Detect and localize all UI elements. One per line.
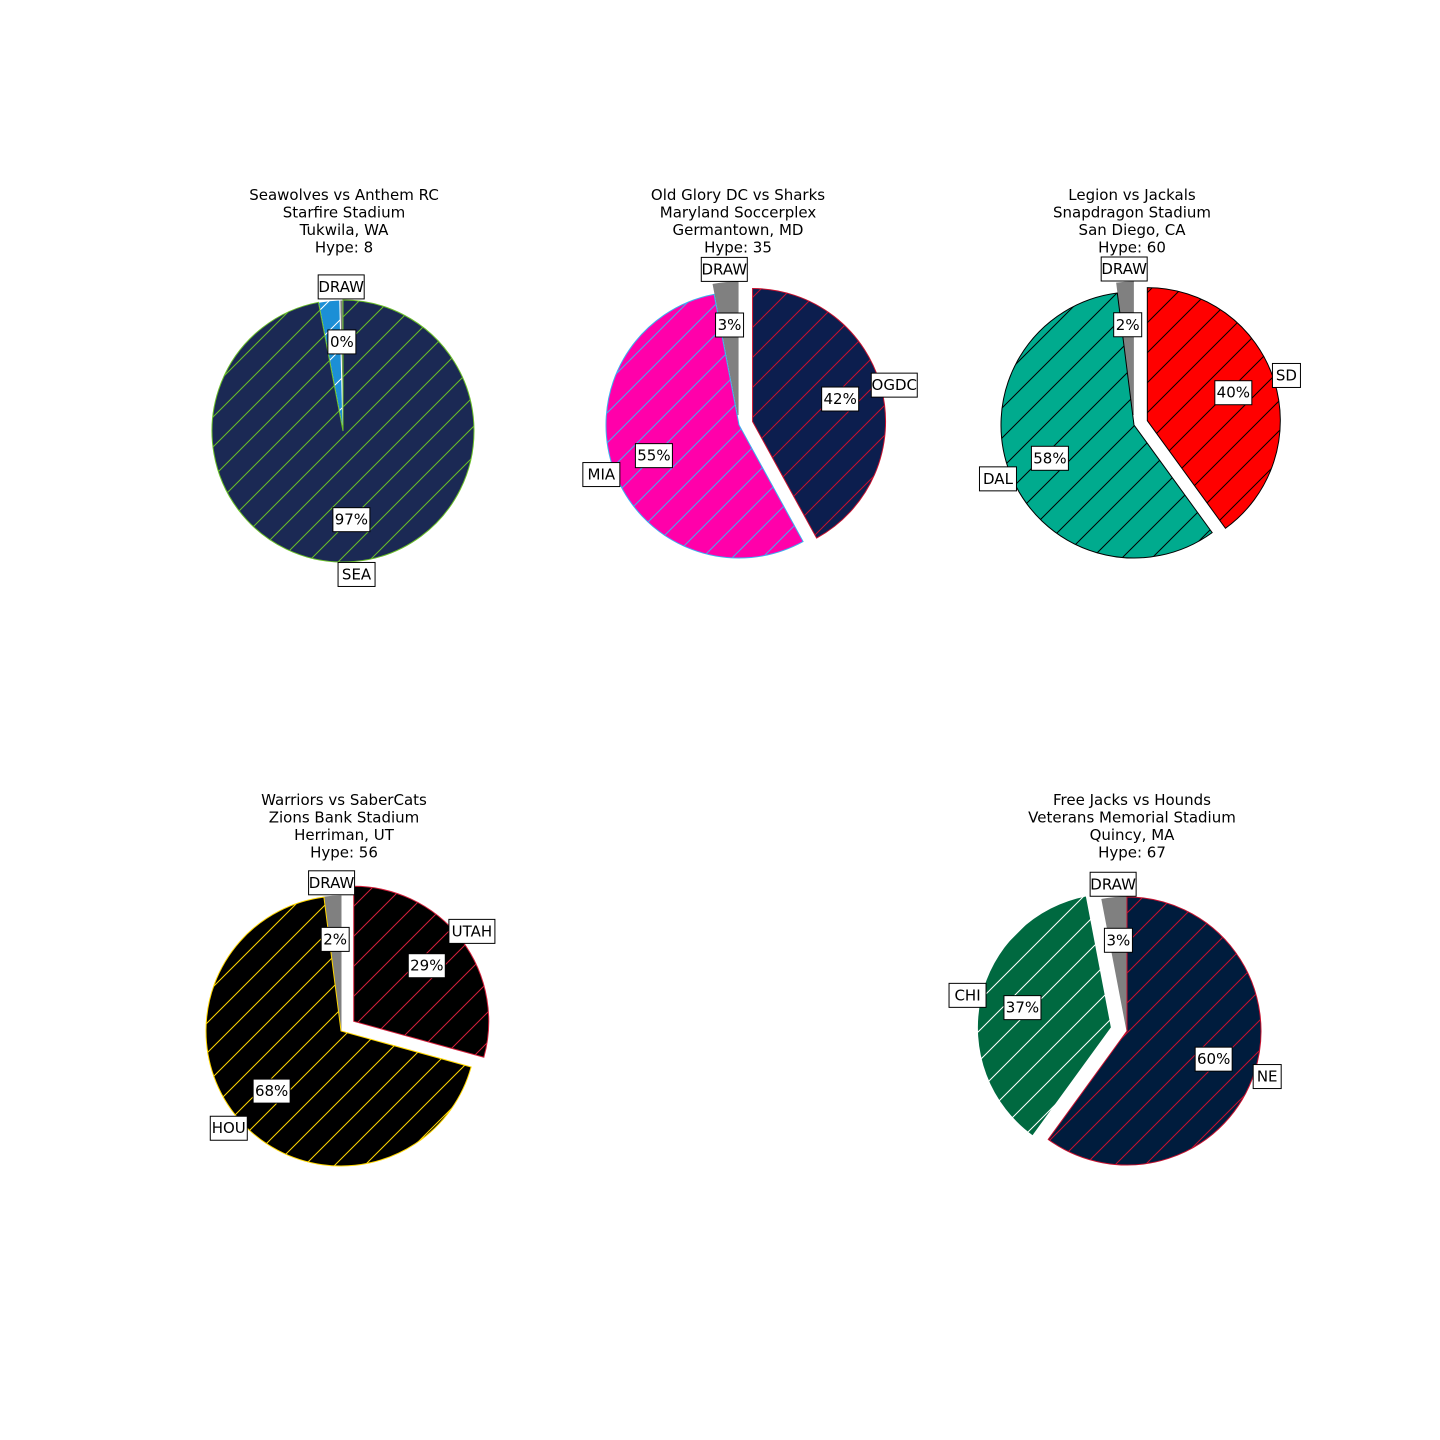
slice-percent-label-box xyxy=(327,329,357,355)
slice-percent-label: 0% xyxy=(330,333,354,351)
slice-percent-label: 2% xyxy=(1116,316,1140,334)
chart-title-line: Starfire Stadium xyxy=(283,204,405,222)
slice-percent-label: 60% xyxy=(1197,1050,1230,1068)
slice-label-draw: DRAW xyxy=(1090,875,1136,893)
slice-percent-label-box xyxy=(634,443,673,469)
slice-percent-label: 3% xyxy=(1107,931,1131,949)
slice-percent-label-box xyxy=(715,312,745,338)
slice-percent-label: 40% xyxy=(1217,384,1250,402)
slice-label-ne-box xyxy=(1252,1064,1282,1090)
slice-label-hou-box xyxy=(209,1115,248,1141)
slice-label-ogdc-box xyxy=(870,372,918,398)
chart-title-line: Hype: 60 xyxy=(1098,239,1166,257)
slice-label-draw: DRAW xyxy=(318,278,364,296)
slice-label-dal-box xyxy=(978,466,1017,492)
slice-percent-label: 37% xyxy=(1006,999,1039,1017)
slice-percent-label-box xyxy=(332,507,371,533)
chart-title-line: San Diego, CA xyxy=(1079,221,1187,239)
slice-percent-label: 42% xyxy=(823,390,856,408)
slice-percent-label-box xyxy=(1103,927,1133,953)
slice-label-draw-box xyxy=(1100,256,1148,282)
slice-percent-label-box xyxy=(1030,445,1069,471)
slice-percent-label: 2% xyxy=(323,930,347,948)
slice-percent-label: 97% xyxy=(335,511,368,529)
slice-label-dal: DAL xyxy=(983,470,1014,488)
chart-title-line: Germantown, MD xyxy=(673,221,804,239)
chart-title-line: Free Jacks vs Hounds xyxy=(1053,791,1211,809)
slice-percent-label-box xyxy=(407,953,446,979)
slice-percent-label: 3% xyxy=(718,316,742,334)
slice-label-draw-box xyxy=(700,256,748,282)
slice-label-sd-box xyxy=(1271,362,1301,388)
slice-label-draw-box xyxy=(317,274,365,300)
chart-title-line: Veterans Memorial Stadium xyxy=(1028,809,1236,827)
slice-label-hou: HOU xyxy=(212,1119,246,1137)
chart-title-line: Quincy, MA xyxy=(1090,826,1176,844)
slice-label-sd: SD xyxy=(1276,366,1297,384)
slice-label-mia: MIA xyxy=(588,466,616,484)
slice-label-draw-box xyxy=(308,870,356,896)
chart-title-line: Seawolves vs Anthem RC xyxy=(249,186,439,204)
slice-label-draw: DRAW xyxy=(309,874,355,892)
slice-percent-label-box xyxy=(320,926,350,952)
chart-title-line: Tukwila, WA xyxy=(299,221,389,239)
slice-percent-label: 55% xyxy=(637,447,670,465)
chart-title-line: Snapdragon Stadium xyxy=(1053,204,1211,222)
slice-label-utah: UTAH xyxy=(452,922,493,940)
chart-title-line: Zions Bank Stadium xyxy=(269,809,420,827)
chart-title-line: Herriman, UT xyxy=(294,826,395,844)
slice-label-sea: SEA xyxy=(342,565,372,583)
chart-title-line: Hype: 8 xyxy=(315,239,373,257)
chart-title-line: Legion vs Jackals xyxy=(1068,186,1196,204)
slice-label-chi-box xyxy=(948,982,987,1008)
chart-title-line: Hype: 67 xyxy=(1098,844,1166,862)
pie-slice-hatch xyxy=(211,299,475,563)
slice-label-mia-box xyxy=(582,462,621,488)
slice-percent-label-box xyxy=(252,1078,291,1104)
slice-label-ne: NE xyxy=(1257,1068,1278,1086)
slice-percent-label-box xyxy=(1003,995,1042,1021)
slice-label-draw: DRAW xyxy=(1101,260,1147,278)
slice-label-draw: DRAW xyxy=(701,260,747,278)
slice-percent-label-box xyxy=(1214,380,1253,406)
slice-label-chi: CHI xyxy=(954,986,980,1004)
slice-label-ogdc: OGDC xyxy=(872,376,917,394)
slice-percent-label: 58% xyxy=(1033,449,1066,467)
slice-label-utah-box xyxy=(448,918,496,944)
slice-percent-label: 29% xyxy=(410,957,443,975)
chart-title-line: Old Glory DC vs Sharks xyxy=(651,186,825,204)
chart-title-line: Hype: 35 xyxy=(704,239,772,257)
slice-percent-label: 68% xyxy=(255,1082,288,1100)
slice-percent-label-box xyxy=(821,386,860,412)
slice-label-draw-box xyxy=(1089,871,1137,897)
chart-title-line: Warriors vs SaberCats xyxy=(261,791,427,809)
chart-title-line: Maryland Soccerplex xyxy=(660,204,817,222)
slice-percent-label-box xyxy=(1113,312,1143,338)
slice-label-sea-box xyxy=(337,561,376,587)
chart-title-line: Hype: 56 xyxy=(310,844,378,862)
slice-percent-label-box xyxy=(1194,1046,1233,1072)
